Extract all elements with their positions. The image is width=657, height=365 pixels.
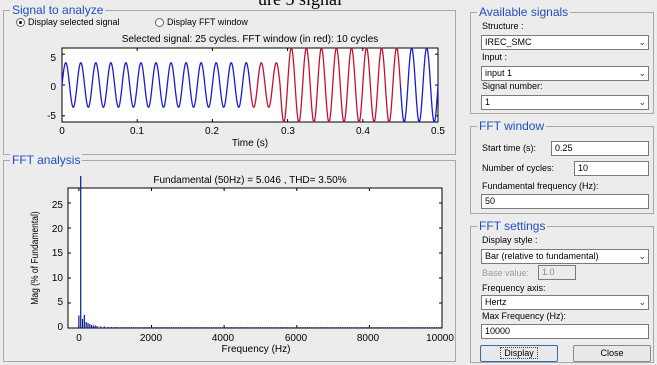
start-time-input[interactable]: 0.25 — [551, 141, 649, 156]
max-freq-input[interactable]: 10000 — [481, 324, 649, 339]
display-style-value: Bar (relative to fundamental) — [485, 251, 599, 261]
fund-freq-label: Fundamental frequency (Hz): — [482, 181, 599, 191]
signal-plot: Selected signal: 25 cycles. FFT window (… — [47, 34, 445, 149]
display-button[interactable]: Display — [480, 345, 558, 362]
cycles-label: Number of cycles: — [482, 163, 555, 173]
fft-xtick-2000: 2000 — [140, 333, 163, 344]
signal-number-value: 1 — [485, 97, 491, 107]
signal-xtick-0: 0 — [59, 126, 65, 137]
base-value-label: Base value: — [482, 268, 530, 278]
fft-ylabel: Mag (% of Fundamental) — [29, 211, 40, 304]
signal-xlabel: Time (s) — [232, 138, 268, 149]
fft-window-panel: FFT window — [470, 119, 654, 214]
fft-ytick-0: 0 — [57, 322, 63, 333]
signal-number-label: Signal number: — [482, 81, 543, 91]
fft-ytick-5: 5 — [57, 297, 63, 308]
display-selected-signal-label[interactable]: Display selected signal — [28, 17, 120, 27]
close-button[interactable]: Close — [573, 345, 651, 362]
available-signals-panel: Available signals — [470, 5, 654, 114]
fft-panel-title: FFT analysis — [10, 153, 83, 167]
chevron-down-icon: ⌄ — [638, 68, 646, 78]
signal-xtick-0.5: 0.5 — [431, 126, 445, 137]
signal-to-analyze-panel: Signal to analyze — [3, 3, 456, 155]
signal-xtick-0.3: 0.3 — [281, 126, 295, 137]
fft-analysis-panel: FFT analysis — [3, 153, 456, 362]
available-signals-title: Available signals — [477, 5, 571, 19]
signal-ytick-5: 5 — [50, 53, 56, 64]
fft-ytick-10: 10 — [52, 273, 64, 284]
signal-line-blue-end — [399, 47, 439, 123]
input-value: input 1 — [485, 68, 513, 78]
signal-ytick-neg5: -5 — [47, 111, 56, 122]
fft-settings-title: FFT settings — [477, 219, 548, 233]
signal-panel-title: Signal to analyze — [10, 3, 106, 17]
fft-xtick-0: 0 — [76, 333, 82, 344]
signal-xtick-0.2: 0.2 — [205, 126, 219, 137]
fft-xlabel: Frequency (Hz) — [222, 344, 291, 355]
freq-axis-dropdown[interactable]: Hertz ⌄ — [481, 295, 649, 310]
structure-dropdown[interactable]: IREC_SMC ⌄ — [481, 35, 649, 50]
fft-xtick-6000: 6000 — [285, 333, 308, 344]
fft-ytick-20: 20 — [52, 224, 64, 235]
base-value-input[interactable]: 1.0 — [538, 265, 576, 280]
fft-plot-title: Fundamental (50Hz) = 5.046 , THD= 3.50% — [153, 175, 346, 186]
chevron-down-icon: ⌄ — [638, 297, 646, 307]
signal-xtick-0.1: 0.1 — [130, 126, 144, 137]
signal-ytick-0: 0 — [50, 82, 56, 93]
display-fft-window-label[interactable]: Display FFT window — [167, 17, 248, 27]
fft-plot-axes — [67, 187, 443, 329]
fft-ytick-15: 15 — [52, 248, 64, 259]
freq-axis-label: Frequency axis: — [482, 283, 546, 293]
fund-freq-input[interactable]: 50 — [481, 194, 649, 209]
fft-ytick-25: 25 — [52, 200, 64, 211]
fft-xtick-10000: 10000 — [426, 333, 454, 344]
close-button-label: Close — [600, 348, 624, 358]
signal-plot-title: Selected signal: 25 cycles. FFT window (… — [122, 34, 379, 45]
display-selected-signal-radio[interactable] — [16, 18, 25, 27]
display-button-label: Display — [500, 347, 538, 359]
structure-label: Structure : — [482, 21, 524, 31]
cycles-input[interactable]: 10 — [574, 161, 649, 176]
fft-xtick-8000: 8000 — [357, 333, 380, 344]
signal-line-blue-start — [61, 62, 251, 108]
max-freq-label: Max Frequency (Hz): — [482, 311, 567, 321]
structure-value: IREC_SMC — [485, 37, 532, 47]
chevron-down-icon: ⌄ — [638, 37, 646, 47]
signal-xtick-0.4: 0.4 — [356, 126, 370, 137]
fft-plot: Fundamental (50Hz) = 5.046 , THD= 3.50% … — [29, 175, 454, 355]
input-label: Input : — [482, 52, 508, 62]
chevron-down-icon: ⌄ — [638, 97, 646, 107]
signal-line-red-fft-window — [249, 47, 402, 123]
signal-number-dropdown[interactable]: 1 ⌄ — [481, 95, 649, 110]
display-style-dropdown[interactable]: Bar (relative to fundamental) ⌄ — [481, 249, 649, 264]
fft-settings-panel: FFT settings — [470, 219, 654, 363]
input-dropdown[interactable]: input 1 ⌄ — [481, 66, 649, 81]
fft-window-title: FFT window — [477, 119, 547, 133]
freq-axis-value: Hertz — [485, 297, 507, 307]
display-fft-window-radio[interactable] — [155, 18, 164, 27]
cutoff-text: ure 5 signal — [258, 0, 342, 10]
fft-xtick-4000: 4000 — [212, 333, 235, 344]
chevron-down-icon: ⌄ — [638, 251, 646, 261]
start-time-label: Start time (s): — [482, 143, 537, 153]
display-style-label: Display style : — [482, 235, 538, 245]
